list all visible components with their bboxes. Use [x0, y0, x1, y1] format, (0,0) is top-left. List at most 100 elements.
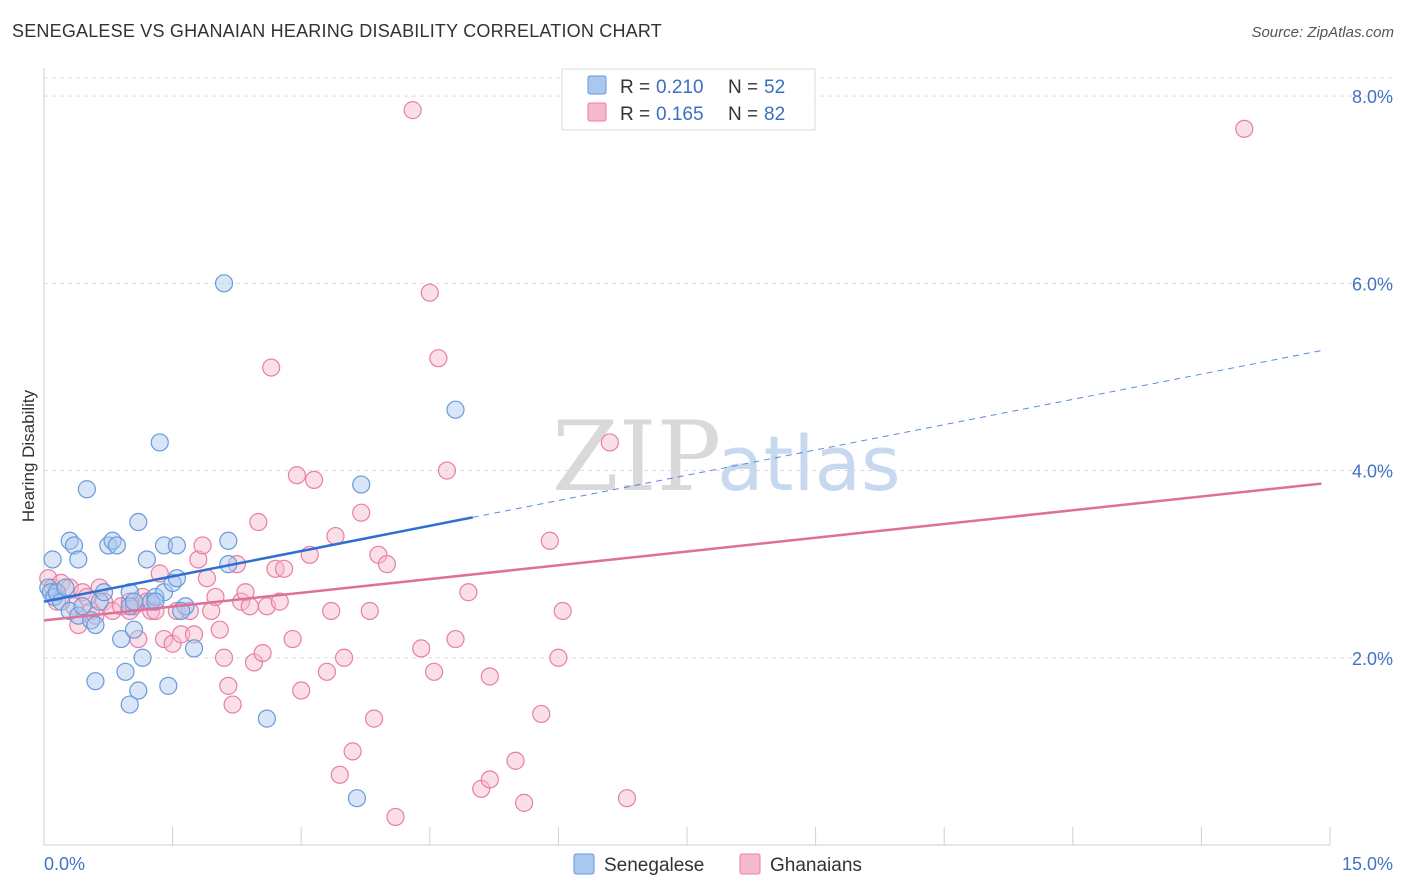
senegalese-point-38 — [159, 676, 178, 695]
senegalese-point-51 — [352, 475, 371, 494]
legend-swatch-senegalese — [587, 75, 607, 95]
ghanaians-point-73 — [437, 461, 457, 480]
ghanaians-point-27 — [172, 625, 191, 644]
bottom-legend-label-ghanaians: Ghanaians — [770, 855, 862, 876]
x-ticks — [43, 827, 1331, 845]
senegalese-point-12 — [73, 597, 92, 616]
ghanaians-point-69 — [412, 639, 431, 658]
ghanaians-point-71 — [424, 662, 444, 681]
bottom-legend-swatch-senegalese — [573, 853, 595, 875]
senegalese-point-15 — [86, 615, 105, 635]
ghanaians-point-42 — [240, 597, 259, 616]
senegalese-point-50 — [347, 789, 367, 808]
ghanaians-point-64 — [364, 709, 384, 728]
senegalese-point-2 — [43, 550, 62, 569]
ghanaians-point-36 — [214, 648, 234, 667]
legend-swatch-ghanaians — [587, 102, 607, 122]
ghanaians-point-87 — [1235, 119, 1254, 138]
senegalese-point-16 — [90, 592, 109, 611]
ghanaians-point-45 — [253, 643, 272, 663]
ghanaians-point-35 — [210, 620, 229, 639]
trend-lines — [43, 350, 1322, 622]
ghanaians-point-32 — [197, 569, 216, 588]
senegalese-point-45 — [184, 639, 204, 658]
legend-n-label-senegalese: N = — [728, 77, 758, 98]
senegalese-point-27 — [129, 512, 148, 532]
ghanaians-point-85 — [600, 433, 619, 452]
ghanaians-point-37 — [219, 676, 238, 695]
ghanaians-point-52 — [287, 466, 307, 485]
senegalese-point-48 — [219, 531, 238, 550]
senegalese-point-9 — [64, 536, 84, 555]
legend-r-label-ghanaians: R = — [620, 104, 650, 125]
x-tick-label-max: 15.0% — [1342, 854, 1393, 874]
senegalese-points — [39, 274, 465, 808]
ghanaians-point-83 — [549, 648, 568, 667]
stats-legend: R = 0.210 N = 52 R = 0.165 N = 82 — [561, 68, 816, 131]
ghanaians-point-50 — [274, 559, 294, 578]
chart-source: Source: ZipAtlas.com — [1251, 24, 1394, 41]
legend-r-value-ghanaians: 0.165 — [656, 104, 704, 125]
senegalese-point-49 — [257, 709, 277, 728]
ghanaians-point-57 — [322, 601, 341, 621]
ghanaians-point-72 — [429, 349, 448, 368]
ghanaians-point-41 — [236, 583, 255, 602]
bottom-legend: Senegalese Ghanaians — [573, 853, 862, 876]
ghanaians-point-67 — [386, 807, 405, 827]
senegalese-point-10 — [69, 550, 88, 569]
ghanaians-point-70 — [420, 283, 439, 302]
senegalese-point-30 — [137, 550, 156, 569]
ghanaians-point-51 — [283, 629, 302, 649]
legend-n-value-senegalese: 52 — [764, 77, 785, 98]
ghanaians-point-49 — [270, 592, 289, 611]
ghanaians-point-31 — [193, 536, 212, 555]
senegalese-point-20 — [107, 536, 126, 555]
ghanaians-point-29 — [184, 625, 204, 644]
ghanaians-point-30 — [189, 550, 208, 569]
senegalese-point-29 — [133, 648, 152, 667]
ghanaians-point-79 — [506, 751, 525, 770]
bottom-legend-swatch-ghanaians — [739, 853, 761, 875]
senegalese-point-23 — [116, 662, 135, 681]
senegalese-point-41 — [150, 433, 169, 452]
senegalese-point-4 — [47, 583, 66, 602]
y-axis-label: Hearing Disability — [19, 389, 38, 522]
y-tick-labels: 2.0% 4.0% 6.0% 8.0% — [1352, 87, 1393, 669]
ghanaians-point-40 — [232, 592, 251, 611]
ghanaians-point-81 — [532, 704, 551, 724]
senegalese-point-28 — [129, 681, 148, 700]
bottom-legend-label-senegalese: Senegalese — [604, 855, 704, 876]
ghanaians-points — [39, 101, 1254, 827]
ghanaians-point-86 — [617, 789, 637, 808]
y-tick-label-6: 6.0% — [1352, 274, 1393, 294]
senegalese-point-13 — [77, 480, 96, 499]
ghanaians-point-80 — [515, 793, 534, 812]
senegalese-point-42 — [154, 536, 174, 555]
senegalese-point-35 — [167, 569, 186, 588]
watermark-zip: ZIP — [552, 401, 721, 513]
legend-r-value-senegalese: 0.210 — [656, 77, 704, 98]
ghanaians-point-82 — [540, 531, 559, 550]
ghanaians-point-47 — [262, 358, 281, 377]
senegalese-point-21 — [86, 672, 105, 691]
legend-n-value-ghanaians: 82 — [764, 104, 785, 125]
trend-line-senegalese — [43, 516, 473, 603]
ghanaians-point-61 — [343, 742, 362, 761]
senegalese-point-22 — [112, 629, 131, 649]
ghanaians-point-59 — [330, 765, 349, 784]
ghanaians-point-78 — [480, 667, 499, 686]
senegalese-point-40 — [146, 592, 165, 611]
trend-line-ghanaians — [43, 482, 1322, 622]
trend-line-senegalese-extrapolated — [472, 350, 1322, 518]
gridlines — [44, 77, 1393, 659]
watermark: ZIP atlas — [552, 401, 901, 513]
ghanaians-point-77 — [480, 770, 499, 789]
y-tick-label-4: 4.0% — [1352, 462, 1393, 482]
legend-r-label-senegalese: R = — [620, 77, 650, 98]
ghanaians-point-62 — [352, 503, 371, 522]
ghanaians-point-38 — [223, 695, 242, 714]
ghanaians-point-66 — [377, 555, 397, 574]
ghanaians-point-55 — [304, 470, 324, 490]
legend-n-label-ghanaians: N = — [728, 104, 758, 125]
